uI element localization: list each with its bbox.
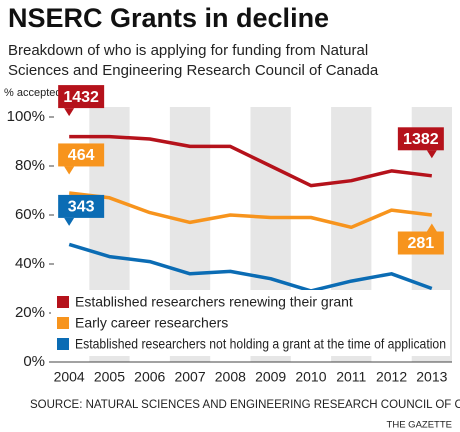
y-tick-label: 40% <box>15 255 45 272</box>
x-tick-label: 2013 <box>416 369 447 385</box>
callout-label: 1432 <box>63 89 99 106</box>
callout: 1382 <box>397 127 444 159</box>
callout-label: 1382 <box>403 131 439 148</box>
series-line <box>69 134 433 188</box>
x-tick-label: 2012 <box>376 369 407 385</box>
x-tick-label: 2009 <box>255 369 286 385</box>
y-tick-label: 0% <box>23 353 45 370</box>
x-tick-label: 2005 <box>94 369 125 385</box>
callout-label: 464 <box>68 147 95 164</box>
legend-swatch <box>57 296 69 308</box>
x-tick-label: 2008 <box>215 369 246 385</box>
chart-subtitle: Sciences and Engineering Research Counci… <box>8 62 379 79</box>
legend-swatch <box>57 338 69 350</box>
x-tick-label: 2011 <box>336 369 366 385</box>
callout-box <box>397 127 444 151</box>
x-tick-label: 2004 <box>54 369 85 385</box>
y-axis-label: % accepted <box>4 87 61 99</box>
legend-box <box>51 290 450 356</box>
series-line <box>68 242 433 293</box>
callout-pointer <box>64 166 75 175</box>
callout-pointer <box>64 217 75 226</box>
y-tick-label: 100% <box>7 108 45 125</box>
callout-box <box>397 231 444 255</box>
callout-pointer <box>64 108 75 117</box>
credit: THE GAZETTE <box>387 420 452 431</box>
callout: 281 <box>397 223 444 255</box>
y-tick-label: 20% <box>15 304 45 321</box>
callout-pointer <box>426 223 437 232</box>
y-tick-label: 60% <box>15 206 45 223</box>
chart-title: NSERC Grants in decline <box>8 3 329 33</box>
source: SOURCE: NATURAL SCIENCES AND ENGINEERING… <box>30 399 460 411</box>
callout: 343 <box>58 194 105 226</box>
legend-label: Established researchers renewing their g… <box>75 294 353 310</box>
legend-label: Early career researchers <box>75 315 228 331</box>
series-line <box>68 191 433 230</box>
callout-box <box>58 143 105 167</box>
chart-subtitle: Breakdown of who is applying for funding… <box>8 42 368 59</box>
x-tick-label: 2010 <box>295 369 326 385</box>
x-tick-label: 2006 <box>134 369 165 385</box>
callout-box <box>58 85 105 109</box>
legend-label: Established researchers not holding a gr… <box>75 336 446 352</box>
callout-label: 343 <box>68 199 95 216</box>
callout: 464 <box>58 143 105 175</box>
x-tick-label: 2007 <box>174 369 205 385</box>
callout: 1432 <box>58 85 105 117</box>
callout-label: 281 <box>407 235 434 252</box>
callout-box <box>58 194 105 218</box>
legend-swatch <box>57 317 69 329</box>
y-tick-label: 80% <box>15 157 45 174</box>
legend: Established researchers renewing their g… <box>51 290 450 356</box>
callout-pointer <box>426 150 437 159</box>
